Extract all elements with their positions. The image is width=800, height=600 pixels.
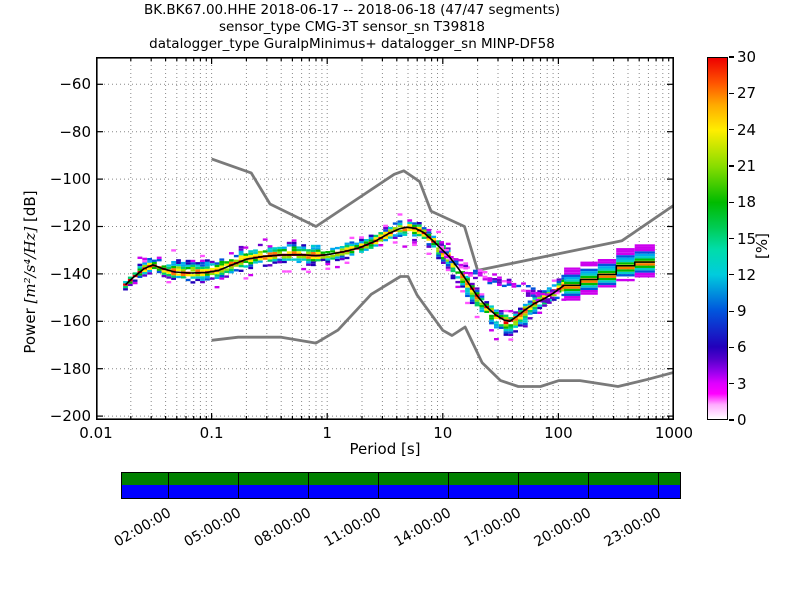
y-tick-label: −60 [59,75,91,94]
colorbar [707,57,728,420]
x-tick-label: 1 [322,424,332,442]
timeline-bar [121,472,681,499]
colorbar-tick-mark [729,310,734,312]
colorbar-tick-mark [729,56,734,58]
colorbar-tick-mark [729,201,734,203]
y-tick-label: −200 [49,407,91,426]
x-tick-label: 0.01 [79,424,113,442]
y-tick-label: −120 [49,217,91,236]
title-line-1: BK.BK67.00.HHE 2018-06-17 -- 2018-06-18 … [143,2,561,18]
colorbar-tick-mark [729,346,734,349]
x-axis-label: Period [s] [349,440,421,458]
colorbar-tick-mark [729,419,734,421]
x-tick-label: 1000 [654,424,694,442]
timeline-tick-line [588,473,590,498]
colorbar-tick-mark [729,165,734,167]
timeline-tick-line [168,473,170,498]
timeline-tick-line [518,473,520,498]
colorbar-tick-label: 6 [737,338,747,357]
x-tick-label: 10 [433,424,453,442]
colorbar-tick-label: 15 [737,229,757,248]
colorbar-tick-label: 18 [737,193,757,212]
colorbar-tick-mark [729,383,734,385]
x-tick-label: 0.1 [199,424,224,442]
colorbar-tick-label: 12 [737,265,757,284]
colorbar-tick-label: 24 [737,120,757,139]
colorbar-tick-mark [729,274,734,276]
y-tick-label: −100 [49,170,91,189]
colorbar-tick-mark [729,92,734,94]
colorbar-label: [%] [753,233,771,259]
title-line-2: sensor_type CMG-3T sensor_sn T39818 [218,19,486,35]
colorbar-tick-label: 27 [737,84,757,103]
title-line-3: datalogger_type GuralpMinimus+ datalogge… [149,36,555,52]
colorbar-tick-mark [729,237,734,240]
y-tick-label: −180 [49,359,91,378]
timeline-tick-line [658,473,660,498]
y-tick-label: −160 [49,312,91,331]
colorbar-tick-label: 21 [737,156,757,175]
timeline-tick-line [308,473,310,498]
y-tick-label: −140 [49,264,91,283]
x-tick-label: 100 [544,424,573,442]
timeline-top-band [122,473,680,485]
colorbar-tick-label: 30 [737,48,757,66]
colorbar-tick-label: 3 [737,374,747,393]
colorbar-tick-label: 9 [737,302,747,321]
title-block: BK.BK67.00.HHE 2018-06-17 -- 2018-06-18 … [0,2,704,53]
y-tick-label: −80 [59,122,91,141]
timeline-bottom-band [122,485,680,498]
timeline-tick-line [238,473,240,498]
colorbar-tick-label: 0 [737,411,747,429]
colorbar-tick-mark [729,129,734,131]
ppsd-plot-area [96,57,674,420]
timeline-tick-line [448,473,450,498]
timeline-tick-line [378,473,380,498]
